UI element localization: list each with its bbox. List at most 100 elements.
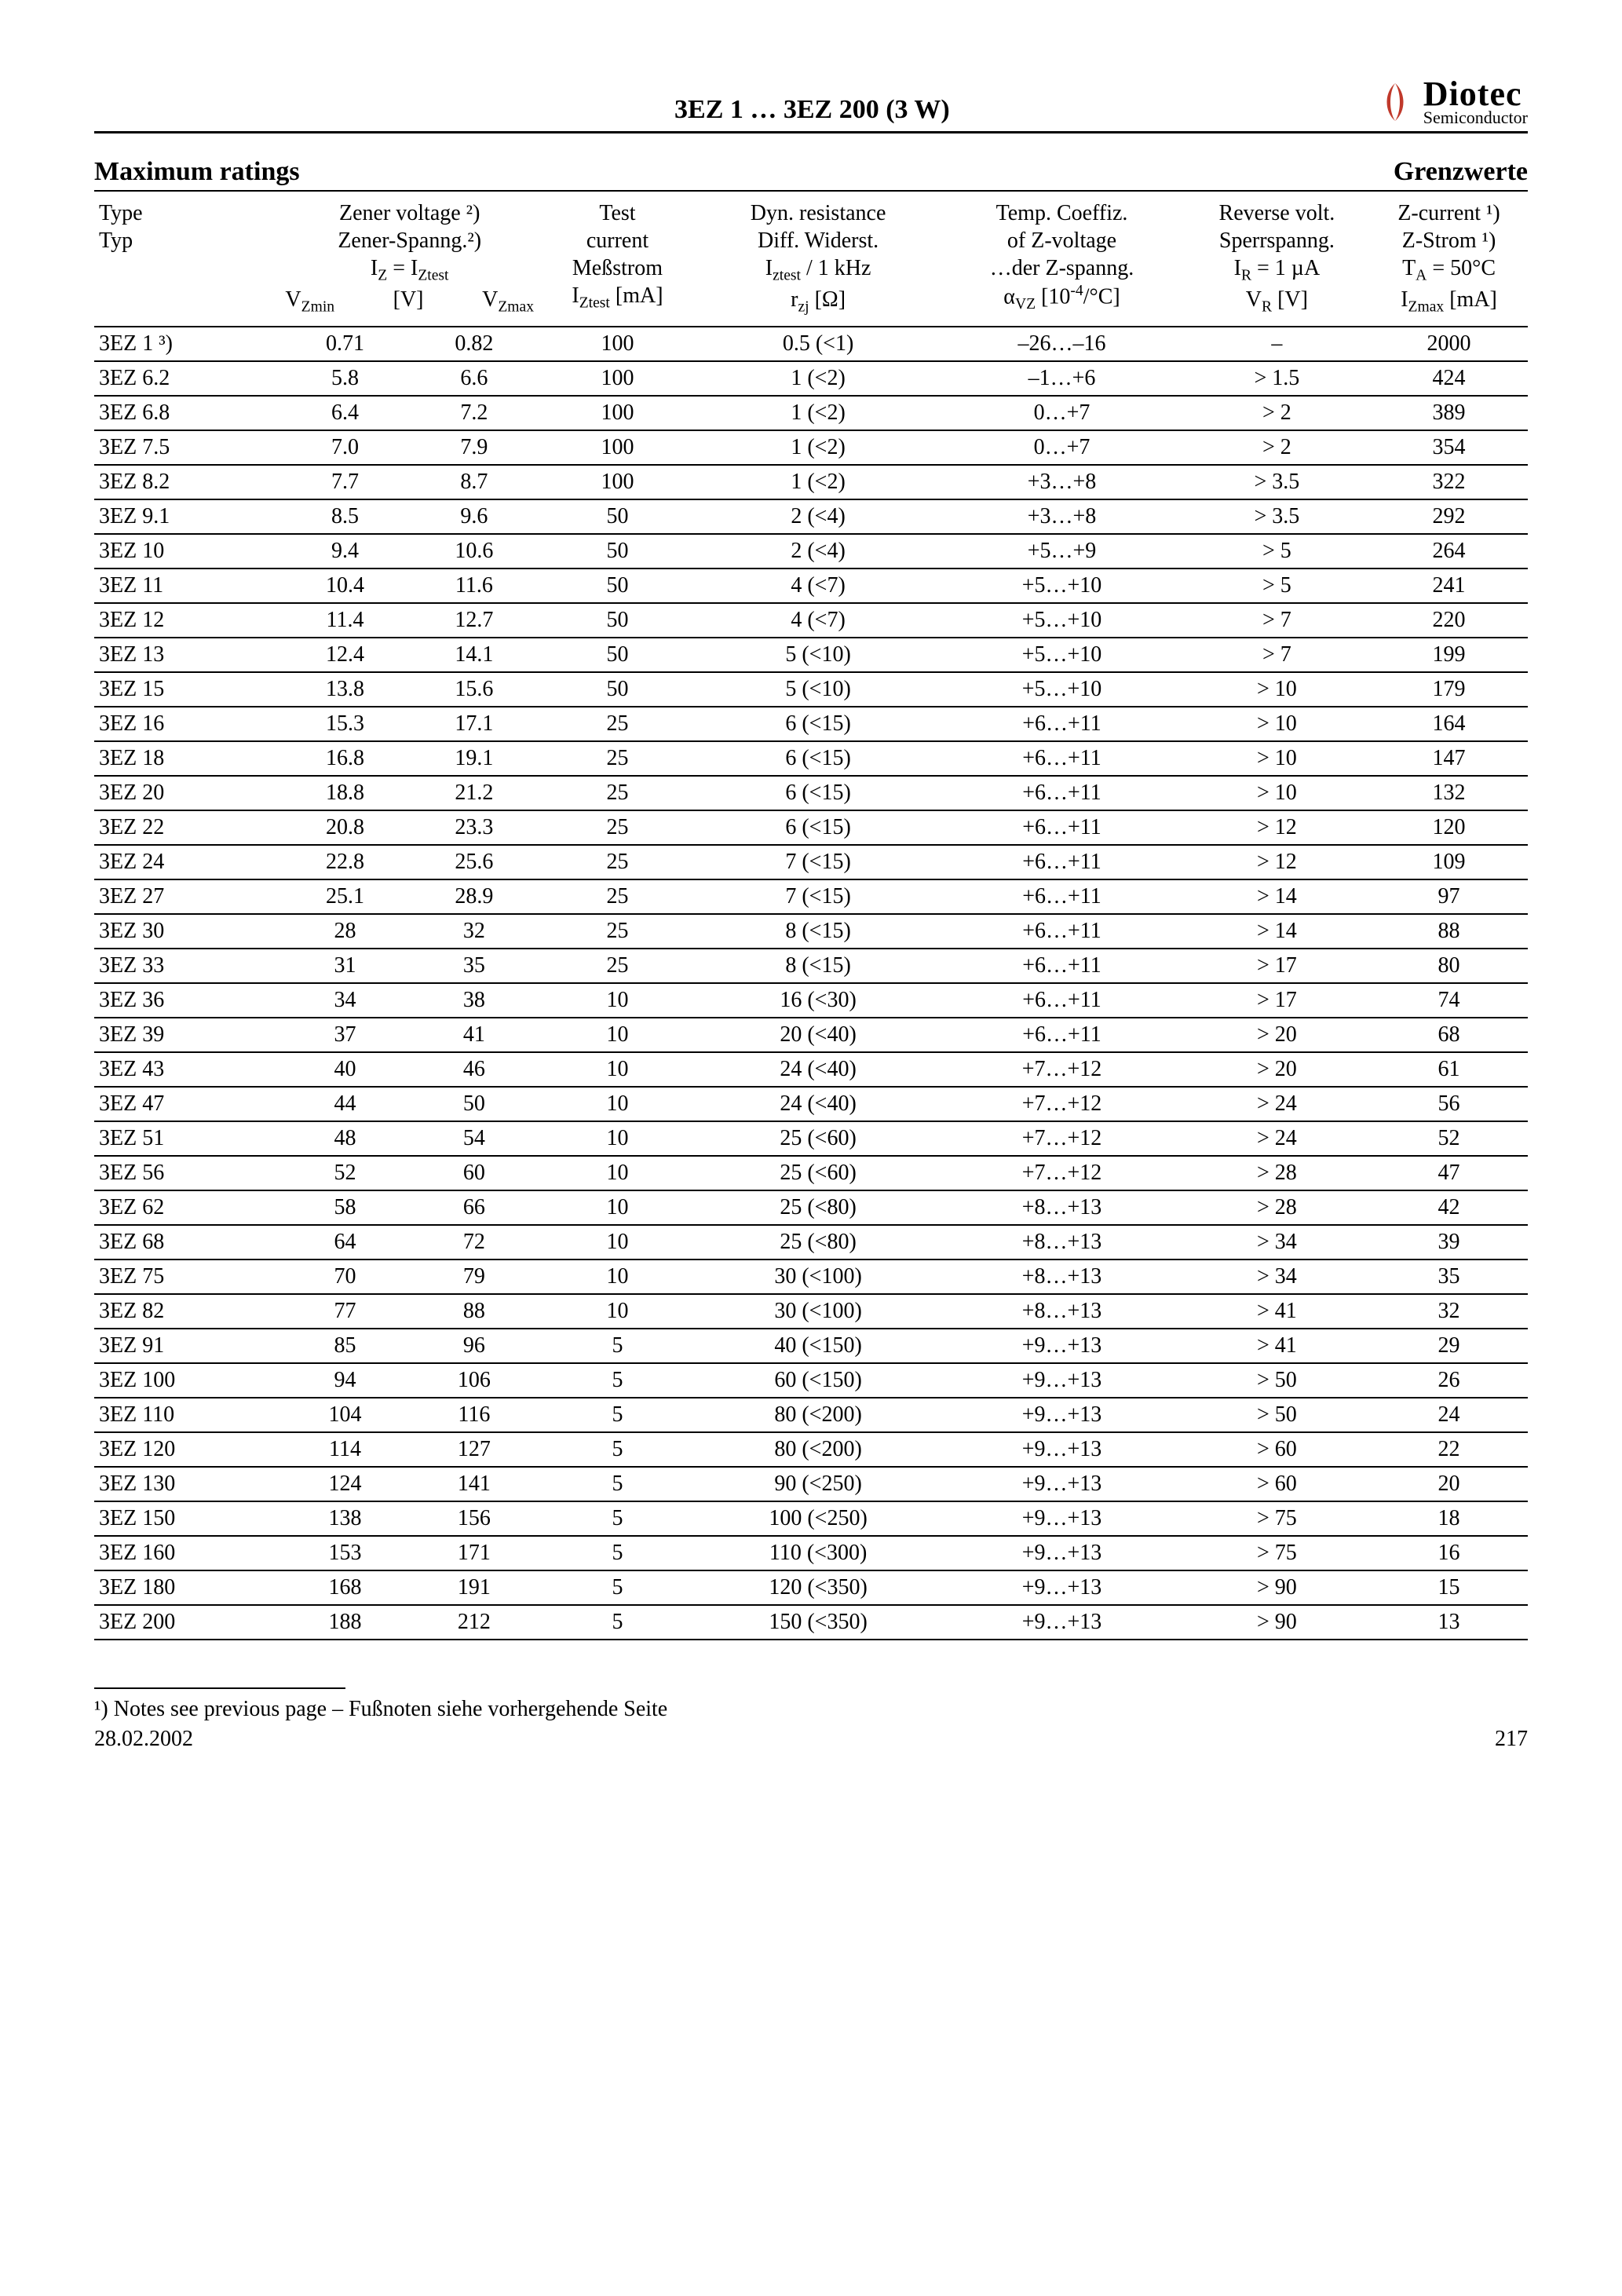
table-cell: 1 (<2) (696, 430, 940, 465)
table-cell: 0.71 (280, 327, 409, 361)
table-cell: 100 (539, 396, 696, 430)
table-cell: 11.6 (410, 569, 539, 603)
table-cell: 100 (539, 361, 696, 396)
table-cell: +9…+13 (940, 1363, 1183, 1398)
table-cell: 6 (<15) (696, 776, 940, 810)
table-cell: 6 (<15) (696, 741, 940, 776)
table-cell: 3EZ 1 ³) (94, 327, 280, 361)
table-cell: > 20 (1184, 1052, 1370, 1087)
table-cell: +7…+12 (940, 1121, 1183, 1156)
table-cell: 80 (<200) (696, 1432, 940, 1467)
table-cell: +9…+13 (940, 1501, 1183, 1536)
table-row: 3EZ 2725.128.9257 (<15)+6…+11> 1497 (94, 879, 1528, 914)
table-cell: 20 (1370, 1467, 1528, 1501)
table-cell: 3EZ 68 (94, 1225, 280, 1260)
table-cell: 3EZ 36 (94, 983, 280, 1018)
table-cell: 4 (<7) (696, 569, 940, 603)
table-cell: 3EZ 56 (94, 1156, 280, 1190)
table-cell: > 3.5 (1184, 499, 1370, 534)
table-cell: +8…+13 (940, 1260, 1183, 1294)
table-cell: 17.1 (410, 707, 539, 741)
table-cell: 14.1 (410, 638, 539, 672)
table-cell: 25.1 (280, 879, 409, 914)
footnote-rule (94, 1687, 345, 1689)
table-cell: 6.6 (410, 361, 539, 396)
table-cell: +5…+9 (940, 534, 1183, 569)
table-cell: 3EZ 20 (94, 776, 280, 810)
table-row: 3EZ 3634381016 (<30)+6…+11> 1774 (94, 983, 1528, 1018)
table-cell: 88 (1370, 914, 1528, 949)
table-cell: 20 (<40) (696, 1018, 940, 1052)
table-cell: +9…+13 (940, 1605, 1183, 1640)
table-cell: 46 (410, 1052, 539, 1087)
table-cell: > 5 (1184, 569, 1370, 603)
table-row: 3EZ 2220.823.3256 (<15)+6…+11> 12120 (94, 810, 1528, 845)
table-header-row: Type Typ Zener voltage ²) Zener-Spanng.²… (94, 196, 1528, 326)
table-cell: +5…+10 (940, 569, 1183, 603)
footnote: ¹) Notes see previous page – Fußnoten si… (94, 1697, 1528, 1722)
table-cell: 199 (1370, 638, 1528, 672)
table-cell: 0.5 (<1) (696, 327, 940, 361)
table-row: 3EZ 2018.821.2256 (<15)+6…+11> 10132 (94, 776, 1528, 810)
table-cell: 7.2 (410, 396, 539, 430)
table-cell: +6…+11 (940, 776, 1183, 810)
table-cell: 3EZ 200 (94, 1605, 280, 1640)
table-cell: > 28 (1184, 1190, 1370, 1225)
table-cell: 50 (539, 638, 696, 672)
table-cell: 35 (410, 949, 539, 983)
table-cell: 19.1 (410, 741, 539, 776)
col-temp-coeff: Temp. Coeffiz. of Z-voltage …der Z-spann… (940, 196, 1183, 326)
table-row: 3EZ 1211.412.7504 (<7)+5…+10> 7220 (94, 603, 1528, 638)
table-cell: 29 (1370, 1329, 1528, 1363)
table-cell: 44 (280, 1087, 409, 1121)
brand-sub: Semiconductor (1423, 110, 1528, 126)
table-row: 3EZ 302832258 (<15)+6…+11> 1488 (94, 914, 1528, 949)
table-cell: 114 (280, 1432, 409, 1467)
table-cell: 3EZ 33 (94, 949, 280, 983)
table-cell: 25 (539, 741, 696, 776)
table-cell: 25 (539, 776, 696, 810)
table-cell: 28 (280, 914, 409, 949)
table-cell: 3EZ 43 (94, 1052, 280, 1087)
col-zener-voltage: Zener voltage ²) Zener-Spanng.²) IZ = IZ… (280, 196, 539, 326)
table-cell: +9…+13 (940, 1398, 1183, 1432)
table-row: 3EZ 2422.825.6257 (<15)+6…+11> 12109 (94, 845, 1528, 879)
table-cell: 10 (539, 1294, 696, 1329)
table-cell: > 60 (1184, 1432, 1370, 1467)
table-cell: 13 (1370, 1605, 1528, 1640)
table-cell: > 34 (1184, 1225, 1370, 1260)
table-row: 3EZ 6864721025 (<80)+8…+13> 3439 (94, 1225, 1528, 1260)
table-row: 3EZ 120114127580 (<200)+9…+13> 6022 (94, 1432, 1528, 1467)
table-cell: 96 (410, 1329, 539, 1363)
table-cell: 32 (1370, 1294, 1528, 1329)
table-cell: 168 (280, 1570, 409, 1605)
table-cell: 25 (<60) (696, 1156, 940, 1190)
table-row: 3EZ 5148541025 (<60)+7…+12> 2452 (94, 1121, 1528, 1156)
table-cell: 25 (539, 949, 696, 983)
table-row: 3EZ 333135258 (<15)+6…+11> 1780 (94, 949, 1528, 983)
table-cell: 7 (<15) (696, 879, 940, 914)
table-cell: 88 (410, 1294, 539, 1329)
table-cell: 3EZ 8.2 (94, 465, 280, 499)
table-cell: 5 (539, 1363, 696, 1398)
table-row: 3EZ 6.86.47.21001 (<2)0…+7> 2389 (94, 396, 1528, 430)
table-row: 3EZ 1 ³)0.710.821000.5 (<1)–26…–16–2000 (94, 327, 1528, 361)
table-cell: 264 (1370, 534, 1528, 569)
table-cell: 188 (280, 1605, 409, 1640)
table-cell: 104 (280, 1398, 409, 1432)
table-cell: 3EZ 39 (94, 1018, 280, 1052)
table-cell: 3EZ 30 (94, 914, 280, 949)
table-cell: 10 (539, 983, 696, 1018)
table-cell: 22.8 (280, 845, 409, 879)
table-cell: +7…+12 (940, 1052, 1183, 1087)
table-cell: – (1184, 327, 1370, 361)
table-cell: 21.2 (410, 776, 539, 810)
table-cell: 10 (539, 1018, 696, 1052)
table-cell: 74 (1370, 983, 1528, 1018)
table-cell: > 2 (1184, 396, 1370, 430)
table-cell: 6.4 (280, 396, 409, 430)
table-cell: 10 (539, 1190, 696, 1225)
table-cell: 5 (<10) (696, 638, 940, 672)
table-cell: 5 (539, 1467, 696, 1501)
table-cell: 150 (<350) (696, 1605, 940, 1640)
